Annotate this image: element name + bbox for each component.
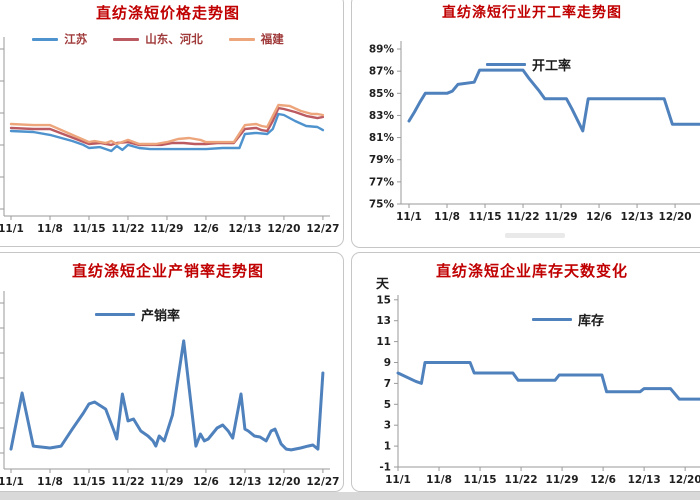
x-tick-label: 11/15 — [72, 476, 105, 488]
operating-rate-chart-plot: 89% 87% 85% 83% 81% 79% 77% 75%11/1 11/8 11/15 11/… — [369, 41, 700, 223]
y-tick-label: 3 — [384, 420, 391, 432]
inventory-days-chart-legend: 库存 — [532, 310, 604, 329]
y-tick-label: 89% — [369, 44, 395, 56]
legend-line-swatch — [228, 37, 255, 41]
x-tick-label: 11/8 — [37, 223, 63, 235]
legend-line-swatch — [532, 318, 572, 321]
inventory-days-chart-panel: 直纺涤短企业库存天数变化 天 库存 15 13 11 9 7 5 3 1 -1 11/1 11/8 1… — [351, 252, 700, 492]
legend-line-swatch — [95, 313, 135, 316]
x-tick-label: 11/22 — [506, 211, 539, 223]
legend-label: 福建 — [260, 32, 284, 46]
footer-strip — [0, 492, 700, 500]
x-tick-label: 11/22 — [505, 474, 538, 486]
x-tick-label: 12/27 — [306, 223, 339, 235]
x-tick-label: 12/6 — [193, 223, 219, 235]
x-tick-label: 12/20 — [267, 476, 300, 488]
x-tick-label: 12/20 — [669, 474, 700, 486]
y-tick-label: 75% — [369, 199, 395, 211]
y-tick-label: 85% — [369, 88, 395, 100]
x-tick-label: 11/29 — [546, 474, 579, 486]
y-tick-label: 87% — [369, 66, 395, 78]
y-tick-label: 1 — [384, 441, 391, 453]
x-tick-label: 11/8 — [434, 211, 460, 223]
sales-ratio-chart-title: 直纺涤短企业产销率走势图 — [71, 262, 264, 280]
legend-label: 江苏 — [64, 32, 88, 46]
x-tick-label: 11/8 — [426, 474, 452, 486]
price-chart-legend: 江苏 山东、河北 福建 — [0, 31, 323, 47]
x-tick-label: 11/1 — [385, 474, 411, 486]
x-tick-label: 11/1 — [0, 223, 24, 235]
x-tick-label: 12/20 — [267, 223, 300, 235]
x-tick-label: 11/1 — [396, 211, 422, 223]
legend-item: 产销率 — [95, 305, 180, 324]
legend-label: 库存 — [578, 314, 605, 329]
y-tick-label: 13 — [376, 315, 391, 327]
x-tick-label: 11/8 — [37, 476, 63, 488]
series-line-产销率 — [9, 339, 325, 452]
y-tick-label: 77% — [369, 176, 395, 188]
y-tick-label: 79% — [369, 154, 395, 166]
y-tick-label: -1 — [379, 462, 391, 474]
y-tick-label: 83% — [369, 110, 395, 122]
legend-line-swatch — [486, 63, 526, 66]
operating-rate-chart-title: 直纺涤短行业开工率走势图 — [442, 5, 622, 21]
legend-line-swatch — [113, 37, 140, 41]
legend-label: 产销率 — [141, 309, 181, 324]
x-tick-label: 11/22 — [111, 223, 144, 235]
legend-item: 开工率 — [486, 55, 571, 74]
y-tick-label: 7 — [384, 378, 391, 390]
divider-smudge — [505, 233, 565, 238]
x-tick-label: 12/27 — [306, 476, 339, 488]
sales-ratio-chart-legend: 产销率 — [95, 305, 180, 324]
x-tick-label: 12/13 — [621, 211, 654, 223]
legend-line-swatch — [32, 37, 59, 41]
x-tick-label: 11/15 — [468, 211, 501, 223]
inventory-days-chart-plot: 15 13 11 9 7 5 3 1 -111/1 11/8 11/15 11/22 11/29 12/6… — [376, 294, 700, 486]
x-tick-label: 11/15 — [72, 223, 105, 235]
inventory-days-chart-title: 直纺涤短企业库存天数变化 — [435, 262, 628, 280]
y-tick-label: 11 — [376, 336, 391, 348]
price-chart-title: 直纺涤短价格走势图 — [95, 4, 240, 22]
legend-item: 江苏 — [32, 31, 87, 47]
x-tick-label: 12/6 — [586, 211, 612, 223]
operating-rate-chart-panel: 直纺涤短行业开工率走势图 开工率 89% 87% 85% 83% 81% 79% 77% 75… — [351, 0, 700, 248]
price-chart-plot: 11/1 11/8 11/15 11/22 11/29 12/6 12/13 12/20 12/… — [0, 37, 339, 235]
series-line-江苏 — [9, 112, 325, 153]
x-tick-label: 11/29 — [150, 223, 183, 235]
x-tick-label: 12/13 — [228, 223, 261, 235]
series-line-开工率 — [407, 68, 700, 133]
x-tick-label: 11/29 — [150, 476, 183, 488]
x-tick-label: 11/1 — [0, 476, 24, 488]
operating-rate-chart-legend: 开工率 — [486, 55, 571, 74]
sales-ratio-chart-panel: 直纺涤短企业产销率走势图 产销率 11/1 11/8 11/15 11/22 11/29… — [0, 252, 344, 492]
y-tick-label: 15 — [376, 294, 391, 306]
y-tick-label: 9 — [384, 357, 391, 369]
price-trend-chart-panel: 直纺涤短价格走势图 江苏 山东、河北 福建 11/1 11/8 11/15 11/22 11… — [0, 0, 344, 247]
x-tick-label: 11/15 — [464, 474, 497, 486]
x-tick-label: 12/20 — [659, 211, 692, 223]
x-tick-label: 12/13 — [228, 476, 261, 488]
x-tick-label: 12/6 — [193, 476, 219, 488]
x-tick-label: 11/22 — [111, 476, 144, 488]
x-tick-label: 12/6 — [590, 474, 616, 486]
y-tick-label: 81% — [369, 132, 395, 144]
series-line-福建 — [9, 103, 325, 146]
legend-label: 山东、河北 — [145, 32, 203, 46]
x-tick-label: 11/29 — [545, 211, 578, 223]
legend-label: 开工率 — [532, 59, 572, 74]
x-tick-label: 12/13 — [628, 474, 661, 486]
y-axis-unit-label: 天 — [376, 277, 390, 292]
legend-item: 库存 — [532, 310, 604, 329]
y-tick-label: 5 — [384, 399, 391, 411]
sales-ratio-chart-plot: 11/1 11/8 11/15 11/22 11/29 12/6 12/13 12/20 12/… — [0, 291, 339, 488]
legend-item: 福建 — [228, 31, 284, 47]
series-line-山东、河北 — [9, 106, 325, 147]
series-line-库存 — [396, 361, 700, 401]
legend-item: 山东、河北 — [113, 31, 203, 47]
